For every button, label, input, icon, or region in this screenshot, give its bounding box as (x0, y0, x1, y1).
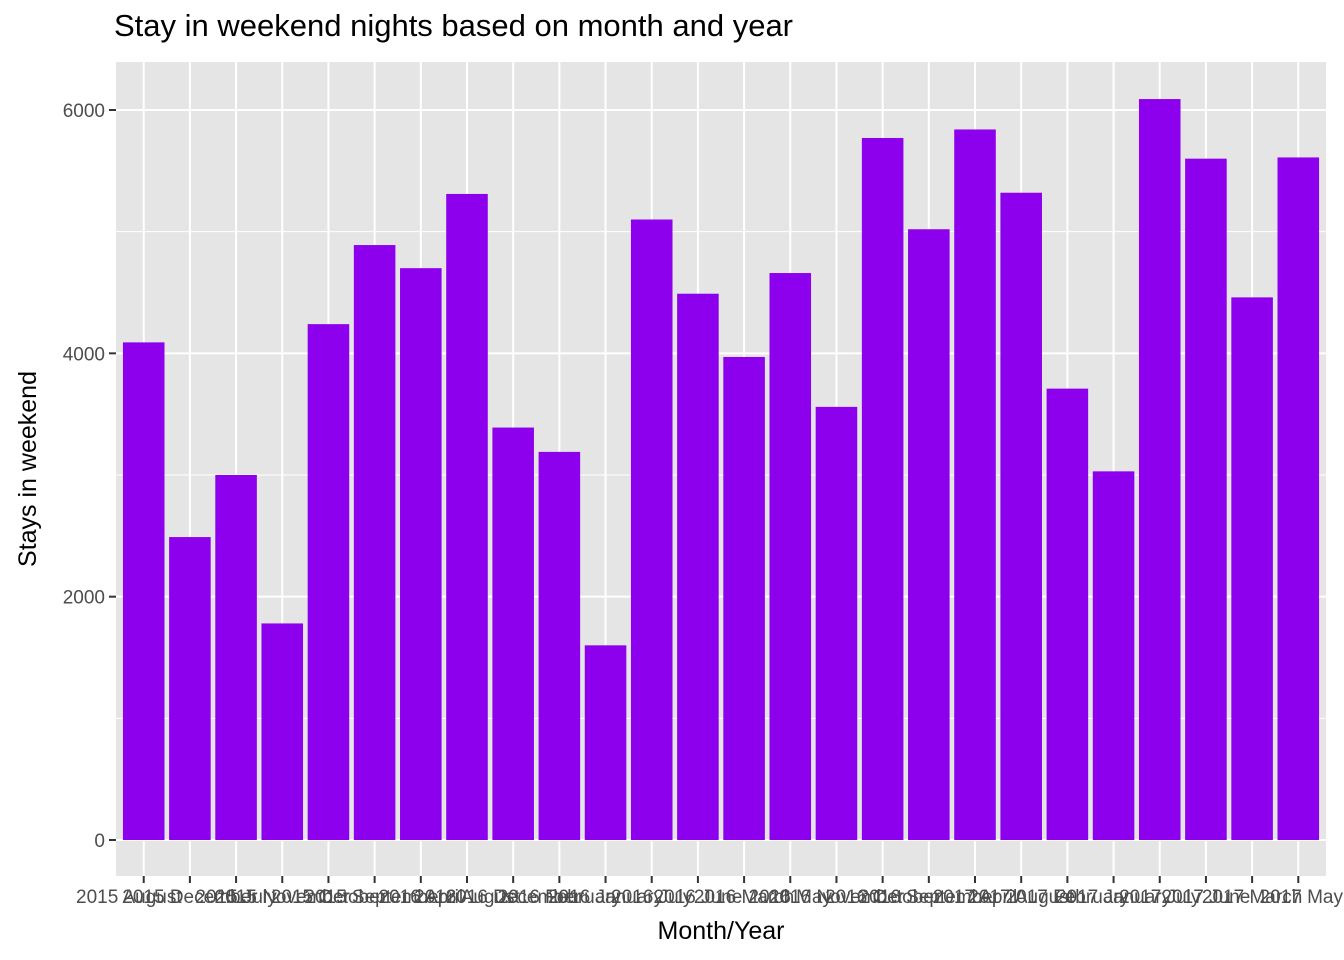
x-tick-label: 2015 October (271, 887, 387, 908)
x-tick-label: 2017 April (933, 887, 1018, 908)
bar (1277, 157, 1320, 840)
bars (122, 99, 1320, 841)
y-tick-label: 2000 (63, 588, 105, 609)
x-tick-label: 2015 November (215, 887, 351, 908)
bar (1185, 158, 1227, 840)
x-tick-label: 2017 February (1006, 887, 1130, 908)
bar (353, 245, 396, 841)
x-tick-label: 2016 June (654, 887, 743, 908)
y-axis: 0 2000 4000 6000 (63, 101, 116, 852)
bar (584, 645, 627, 840)
bar (815, 406, 858, 840)
x-tick-label: 2016 March (694, 887, 794, 908)
x-tick-label: 2017 August (968, 887, 1074, 908)
x-tick-label: 2016 September (859, 887, 1000, 908)
x-tick-label: 2015 July (195, 887, 277, 908)
bar (122, 342, 165, 840)
x-tick-label: 2016 July (611, 887, 693, 908)
x-tick-label: 2015 September (304, 887, 445, 908)
x-tick-label: 2016 August (414, 887, 520, 908)
chart-title: Stay in weekend nights based on month an… (114, 8, 794, 43)
y-axis-title: Stays in weekend (14, 371, 42, 567)
bar (400, 268, 442, 841)
x-tick-label: 2017 March (1202, 887, 1302, 908)
y-tick-label: 6000 (63, 101, 105, 122)
bar (1092, 471, 1135, 840)
x-tick-label: 2017 May (1260, 887, 1344, 908)
bar (908, 229, 950, 840)
bar (1000, 192, 1042, 840)
x-tick-label: 2017 July (1119, 887, 1201, 908)
y-tick-label: 4000 (63, 344, 105, 365)
x-tick-label: 2016 November (769, 887, 905, 908)
x-tick-label: 2016 April (379, 887, 464, 908)
x-tick-label: 2015 August (76, 887, 182, 908)
x-tick-label: 2016 January (548, 887, 664, 908)
bar (1231, 297, 1273, 840)
x-tick-label: 2016 December (446, 887, 582, 908)
bar (723, 356, 765, 840)
bar (1138, 99, 1181, 841)
bar (169, 537, 211, 840)
x-tick-label: 2016 October (825, 887, 941, 908)
x-tick-label: 2017 June (1162, 887, 1251, 908)
bar (307, 324, 350, 841)
bar (215, 475, 257, 840)
bar (954, 129, 996, 840)
x-tick-label: 2015 December (122, 887, 258, 908)
bar (861, 137, 904, 840)
bar (492, 427, 534, 840)
bar (261, 623, 304, 840)
x-tick-label: 2017 January (1056, 887, 1172, 908)
bar (446, 193, 488, 840)
x-tick-label: 2016 February (498, 887, 622, 908)
bar (769, 273, 812, 840)
bar (1046, 388, 1089, 840)
x-tick-label: 2016 May (749, 887, 833, 908)
x-axis-title: Month/Year (658, 917, 785, 945)
bar (630, 219, 673, 840)
bar (677, 293, 719, 840)
y-tick-label: 0 (94, 831, 105, 852)
bar (538, 451, 581, 840)
